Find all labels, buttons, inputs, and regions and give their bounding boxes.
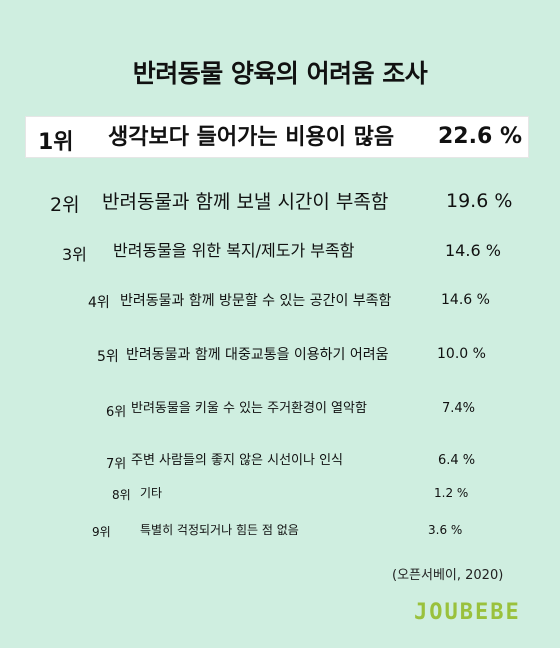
item-value: 1.2 % bbox=[434, 486, 469, 500]
rank-label: 5위 bbox=[97, 349, 119, 365]
item-label: 반려동물과 함께 대중교통을 이용하기 어려움 bbox=[126, 347, 389, 363]
logo-text: JOUBEBE bbox=[414, 600, 521, 625]
item-label: 기타 bbox=[140, 486, 163, 500]
rank-label: 6위 bbox=[106, 405, 127, 420]
chart-title: 반려동물 양육의 어려움 조사 bbox=[132, 59, 428, 88]
item-value: 14.6 % bbox=[445, 241, 501, 260]
rank-label: 9위 bbox=[92, 525, 111, 539]
brand-logo: JOUBEBE bbox=[414, 600, 521, 625]
item-label: 주변 사람들의 좋지 않은 시선이나 인식 bbox=[131, 453, 344, 468]
rank-label: 1위 bbox=[38, 130, 74, 155]
rank-label: 7위 bbox=[106, 457, 127, 472]
rank-label: 4위 bbox=[88, 295, 110, 311]
rank-label: 3위 bbox=[62, 245, 87, 264]
rank-1-highlight-box bbox=[26, 117, 528, 157]
rank-label: 8위 bbox=[112, 488, 131, 502]
item-label: 특별히 걱정되거나 힘든 점 없음 bbox=[140, 523, 299, 537]
item-label: 반려동물을 키울 수 있는 주거환경이 열악함 bbox=[131, 401, 367, 416]
item-value: 10.0 % bbox=[437, 346, 486, 362]
item-value: 7.4% bbox=[442, 401, 476, 416]
item-value: 3.6 % bbox=[428, 523, 463, 537]
item-label: 반려동물과 함께 방문할 수 있는 공간이 부족함 bbox=[120, 293, 392, 309]
item-label: 반려동물을 위한 복지/제도가 부족함 bbox=[113, 241, 355, 260]
item-label: 생각보다 들어가는 비용이 많음 bbox=[108, 125, 395, 150]
item-value: 22.6 % bbox=[438, 124, 522, 149]
item-value: 6.4 % bbox=[438, 453, 476, 468]
item-value: 19.6 % bbox=[446, 190, 513, 212]
item-label: 반려동물과 함께 보낼 시간이 부족함 bbox=[102, 191, 389, 213]
rank-label: 2위 bbox=[50, 194, 80, 216]
source-note: (오픈서베이, 2020) bbox=[392, 568, 504, 583]
item-value: 14.6 % bbox=[441, 292, 490, 308]
